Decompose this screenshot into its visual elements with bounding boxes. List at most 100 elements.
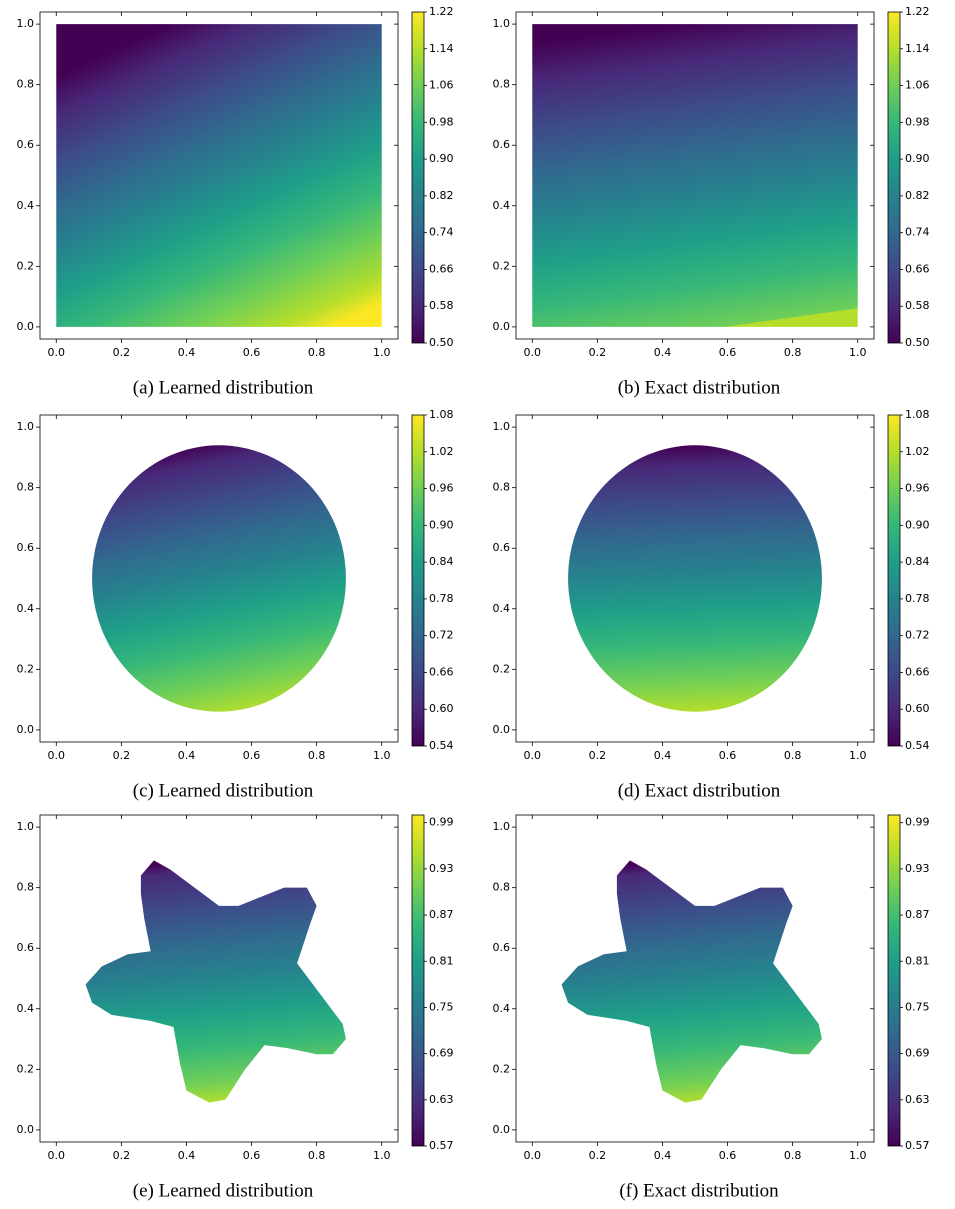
y-tick-label: 0.6 xyxy=(493,138,511,151)
colorbar-tick-label: 0.84 xyxy=(429,555,454,568)
x-tick-label: 0.6 xyxy=(243,346,261,359)
y-tick-label: 0.0 xyxy=(17,723,35,736)
x-tick-label: 0.2 xyxy=(589,749,607,762)
colorbar-tick-label: 0.50 xyxy=(429,336,454,349)
y-tick-label: 0.4 xyxy=(493,199,511,212)
x-tick-label: 0.8 xyxy=(308,749,326,762)
y-tick-label: 0.0 xyxy=(17,320,35,333)
y-tick-label: 0.8 xyxy=(17,78,35,91)
y-tick-label: 0.6 xyxy=(493,941,511,954)
y-tick-label: 0.0 xyxy=(493,723,511,736)
x-tick-label: 1.0 xyxy=(373,1149,391,1162)
axes-frame xyxy=(39,414,399,743)
x-tick-label: 0.8 xyxy=(784,749,802,762)
x-tick-label: 0.0 xyxy=(524,749,542,762)
field xyxy=(561,860,822,1103)
x-tick-label: 0.0 xyxy=(48,1149,66,1162)
colorbar-tick-label: 0.87 xyxy=(905,908,930,921)
colorbar-tick-label: 0.57 xyxy=(905,1139,930,1152)
x-tick-label: 0.0 xyxy=(524,1149,542,1162)
x-tick-label: 0.6 xyxy=(243,1149,261,1162)
x-tick-label: 0.0 xyxy=(524,346,542,359)
x-tick-label: 0.6 xyxy=(719,749,737,762)
colorbar-tick-label: 0.99 xyxy=(429,816,454,829)
y-tick-label: 0.6 xyxy=(17,541,35,554)
x-tick-label: 0.6 xyxy=(243,749,261,762)
x-tick-label: 0.4 xyxy=(178,1149,196,1162)
colorbar-tick-label: 0.93 xyxy=(429,862,454,875)
colorbar-tick-label: 0.63 xyxy=(905,1093,930,1106)
colorbar-tick-label: 0.84 xyxy=(905,555,930,568)
colorbar xyxy=(411,11,425,344)
colorbar-tick-label: 0.90 xyxy=(905,152,930,165)
colorbar-tick-label: 1.14 xyxy=(905,42,930,55)
x-tick-label: 0.4 xyxy=(178,346,196,359)
x-tick-label: 0.8 xyxy=(308,1149,326,1162)
y-tick-label: 0.2 xyxy=(493,259,511,272)
colorbar-tick-label: 1.22 xyxy=(429,5,454,18)
y-tick-label: 1.0 xyxy=(17,820,35,833)
colorbar-tick-label: 0.87 xyxy=(429,908,454,921)
x-tick-label: 1.0 xyxy=(849,749,867,762)
y-tick-label: 0.2 xyxy=(493,1062,511,1075)
panel: 0.0 0.2 0.4 0.6 0.8 1.0 0.0 0.2 0.4 0.6 0.8 1.0 0.50… xyxy=(17,5,454,398)
axes-frame xyxy=(515,11,875,340)
y-tick-label: 1.0 xyxy=(493,420,511,433)
colorbar-tick-label: 0.90 xyxy=(429,152,454,165)
colorbar-tick-label: 0.69 xyxy=(429,1047,454,1060)
x-tick-label: 0.4 xyxy=(178,749,196,762)
colorbar-tick-label: 0.57 xyxy=(429,1139,454,1152)
caption: (b) Exact distribution xyxy=(618,377,781,398)
y-tick-label: 0.4 xyxy=(17,199,35,212)
y-tick-label: 0.0 xyxy=(17,1123,35,1136)
y-tick-label: 0.8 xyxy=(493,481,511,494)
x-tick-label: 0.0 xyxy=(48,346,66,359)
colorbar-tick-label: 0.63 xyxy=(429,1093,454,1106)
x-tick-label: 0.6 xyxy=(719,346,737,359)
caption: (c) Learned distribution xyxy=(133,780,314,801)
colorbar-tick-label: 0.66 xyxy=(429,665,454,678)
x-tick-label: 0.4 xyxy=(654,749,672,762)
colorbar-tick-label: 0.93 xyxy=(905,862,930,875)
colorbar xyxy=(887,11,901,344)
colorbar-tick-label: 1.06 xyxy=(429,79,454,92)
field xyxy=(56,24,382,327)
colorbar-tick-label: 0.78 xyxy=(905,592,930,605)
colorbar-tick-label: 1.22 xyxy=(905,5,930,18)
axes-frame xyxy=(515,814,875,1143)
y-tick-label: 1.0 xyxy=(493,820,511,833)
colorbar-tick-label: 0.74 xyxy=(429,226,454,239)
colorbar-tick-label: 0.66 xyxy=(905,665,930,678)
y-tick-label: 0.4 xyxy=(493,602,511,615)
y-tick-label: 0.6 xyxy=(493,541,511,554)
y-tick-label: 1.0 xyxy=(17,420,35,433)
colorbar-tick-label: 0.81 xyxy=(905,954,930,967)
colorbar-tick-label: 0.66 xyxy=(905,262,930,275)
x-tick-label: 0.6 xyxy=(719,1149,737,1162)
x-tick-label: 1.0 xyxy=(849,1149,867,1162)
caption: (f) Exact distribution xyxy=(619,1180,779,1201)
colorbar xyxy=(411,814,425,1147)
colorbar-tick-label: 0.96 xyxy=(905,482,930,495)
colorbar-tick-label: 0.99 xyxy=(905,816,930,829)
colorbar-tick-label: 0.90 xyxy=(905,518,930,531)
panel: 0.0 0.2 0.4 0.6 0.8 1.0 0.0 0.2 0.4 0.6 0.8 1.0 0.57… xyxy=(17,814,454,1201)
y-tick-label: 0.0 xyxy=(493,1123,511,1136)
panel: 0.0 0.2 0.4 0.6 0.8 1.0 0.0 0.2 0.4 0.6 0.8 1.0 0.57… xyxy=(493,814,930,1201)
x-tick-label: 0.2 xyxy=(589,1149,607,1162)
colorbar xyxy=(887,814,901,1147)
colorbar-tick-label: 0.96 xyxy=(429,482,454,495)
y-tick-label: 0.6 xyxy=(17,138,35,151)
colorbar-tick-label: 0.82 xyxy=(429,189,454,202)
y-tick-label: 0.4 xyxy=(493,1002,511,1015)
axes-frame xyxy=(39,814,399,1143)
colorbar-tick-label: 0.72 xyxy=(429,629,454,642)
x-tick-label: 1.0 xyxy=(373,749,391,762)
field xyxy=(568,445,822,712)
panel: 0.0 0.2 0.4 0.6 0.8 1.0 0.0 0.2 0.4 0.6 0.8 1.0 0.50… xyxy=(493,5,930,398)
colorbar-tick-label: 0.74 xyxy=(905,226,930,239)
x-tick-label: 0.2 xyxy=(113,1149,131,1162)
colorbar-tick-label: 0.54 xyxy=(905,739,930,752)
colorbar-tick-label: 0.98 xyxy=(905,115,930,128)
